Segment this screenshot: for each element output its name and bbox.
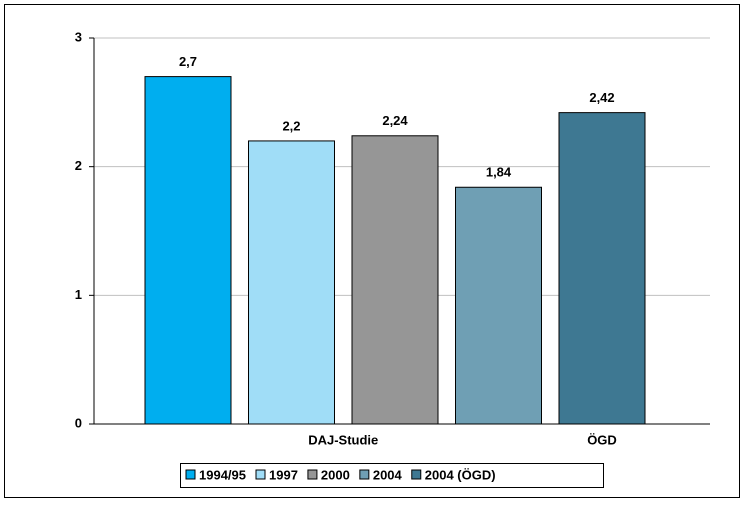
legend-box [180,463,604,488]
x-tick-label: DAJ-Studie [308,432,378,447]
legend-label: 2004 (ÖGD) [425,467,496,482]
y-tick-label: 3 [75,29,82,44]
bar [455,186,542,425]
value-label: 1,84 [486,165,512,180]
value-label: 2,2 [282,118,300,133]
bar [351,135,439,425]
bar [558,112,646,425]
legend-swatch [185,469,196,480]
value-label: 2,24 [382,113,408,128]
legend-label: 2004 [373,467,403,482]
value-label: 2,7 [179,54,197,69]
legend-label: 2000 [321,467,350,482]
y-tick-label: 1 [75,287,82,302]
legend-label: 1997 [269,467,298,482]
value-label: 2,42 [589,90,614,105]
legend-swatch [359,469,370,480]
legend-swatch [411,469,422,480]
legend-swatch [255,469,266,480]
x-tick-label: ÖGD [587,432,617,447]
legend: 1994/95 1997 2000 2004 2004 (ÖGD) [180,463,604,488]
legend-swatch [307,469,318,480]
y-tick-label: 0 [75,415,82,430]
y-tick-label: 2 [75,158,82,173]
legend-label: 1994/95 [199,467,246,482]
bar [144,76,232,425]
bar [248,140,335,425]
